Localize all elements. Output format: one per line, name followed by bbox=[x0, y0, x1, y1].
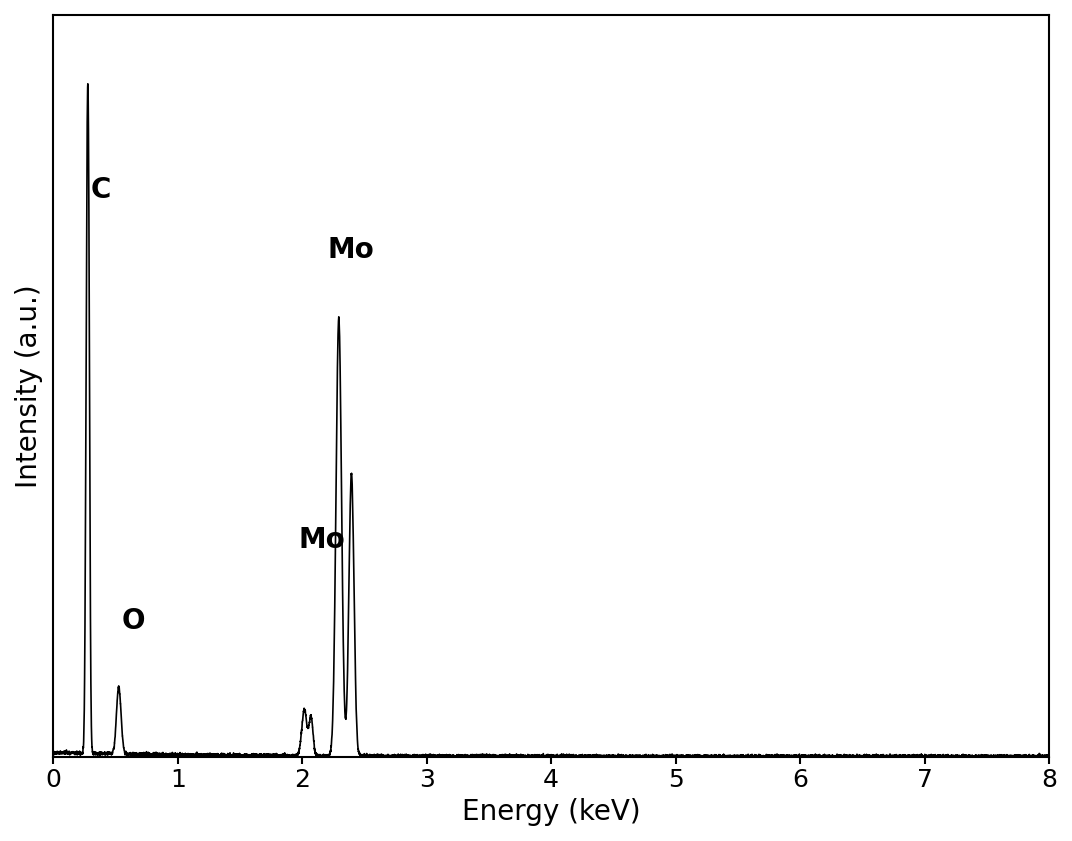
Text: C: C bbox=[91, 176, 111, 204]
Y-axis label: Intensity (a.u.): Intensity (a.u.) bbox=[15, 284, 43, 488]
Text: Mo: Mo bbox=[327, 236, 374, 264]
X-axis label: Energy (keV): Energy (keV) bbox=[462, 798, 641, 826]
Text: O: O bbox=[122, 607, 146, 635]
Text: Mo: Mo bbox=[299, 526, 345, 554]
